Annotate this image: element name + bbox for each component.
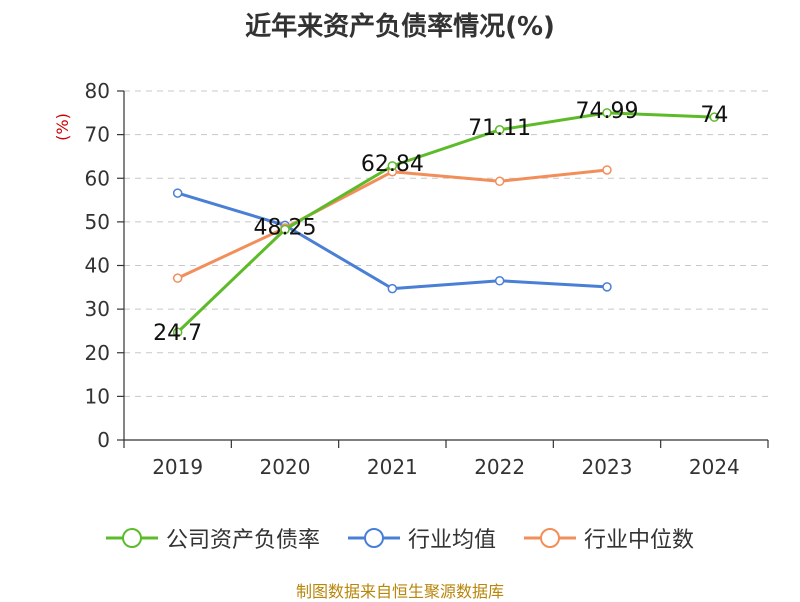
- line-chart: 0 10 20 30 40 50 60 70 80 (%) 2019 2020 2021 2022 2023…: [53, 79, 769, 479]
- legend-item-0: 公司资产负债率: [105, 522, 320, 554]
- y-tick-label-4: 40: [85, 254, 110, 278]
- x-tick-label-2022: 2022: [474, 455, 525, 479]
- x-tick-label-2021: 2021: [367, 455, 418, 479]
- point-s2-2019: [172, 273, 183, 283]
- point-s0-2023: [602, 108, 612, 118]
- y-tick-label-6: 60: [85, 166, 110, 190]
- point-s2-2023: [602, 165, 612, 175]
- legend-label-2: 行业中位数: [584, 528, 695, 553]
- data-label-2022: 71.11: [468, 116, 531, 141]
- source-note: 制图数据来自恒生聚源数据库: [295, 582, 504, 601]
- legend-swatch-2: [524, 528, 576, 548]
- x-tick-label-2019: 2019: [152, 455, 203, 479]
- point-s0-2019: [172, 327, 183, 337]
- y-tick-label-1: 10: [85, 384, 110, 408]
- series-line-0: [176, 111, 715, 334]
- legend-item-1: 行业均值: [347, 522, 496, 554]
- data-label-2024: 74: [700, 103, 728, 128]
- point-s0-2024: [709, 112, 720, 122]
- x-tick-label-2024: 2024: [689, 455, 740, 479]
- legend-label-0: 公司资产负债率: [165, 528, 320, 553]
- point-s1-2021: [387, 283, 398, 294]
- legend: 公司资产负债率 行业均值 行业中位数: [0, 520, 800, 556]
- x-tick-label-2020: 2020: [260, 455, 311, 479]
- data-label-2021: 62.84: [361, 152, 424, 177]
- point-s0-2020: [280, 224, 290, 235]
- series-line-2: [177, 168, 608, 280]
- point-s1-2022: [494, 276, 505, 286]
- legend-swatch-1: [347, 528, 400, 548]
- point-s1-2023: [602, 282, 612, 292]
- y-tick-label-7: 70: [85, 123, 110, 147]
- legend-swatch-0: [105, 528, 158, 548]
- legend-label-1: 行业均值: [407, 528, 496, 553]
- point-s2-2022: [494, 176, 505, 187]
- point-s0-2022: [494, 125, 505, 135]
- data-label-2020: 48.25: [254, 216, 317, 241]
- y-tick-label-5: 50: [85, 210, 110, 234]
- data-label-2023: 74.99: [576, 99, 639, 124]
- y-tick-label-0: 0: [97, 428, 110, 452]
- point-s1-2019: [172, 188, 183, 198]
- legend-item-2: 行业中位数: [524, 522, 694, 554]
- series-line-1: [177, 191, 608, 291]
- data-label-2019: 24.7: [153, 321, 202, 346]
- y-tick-label-8: 80: [85, 79, 110, 103]
- chart-title: 近年来资产负债率情况(%): [245, 12, 555, 42]
- y-axis-label: (%): [53, 113, 72, 141]
- y-tick-label-3: 30: [85, 297, 110, 321]
- y-tick-label-2: 20: [85, 341, 110, 365]
- x-tick-label-2023: 2023: [582, 455, 633, 479]
- point-s0-2021: [387, 161, 398, 171]
